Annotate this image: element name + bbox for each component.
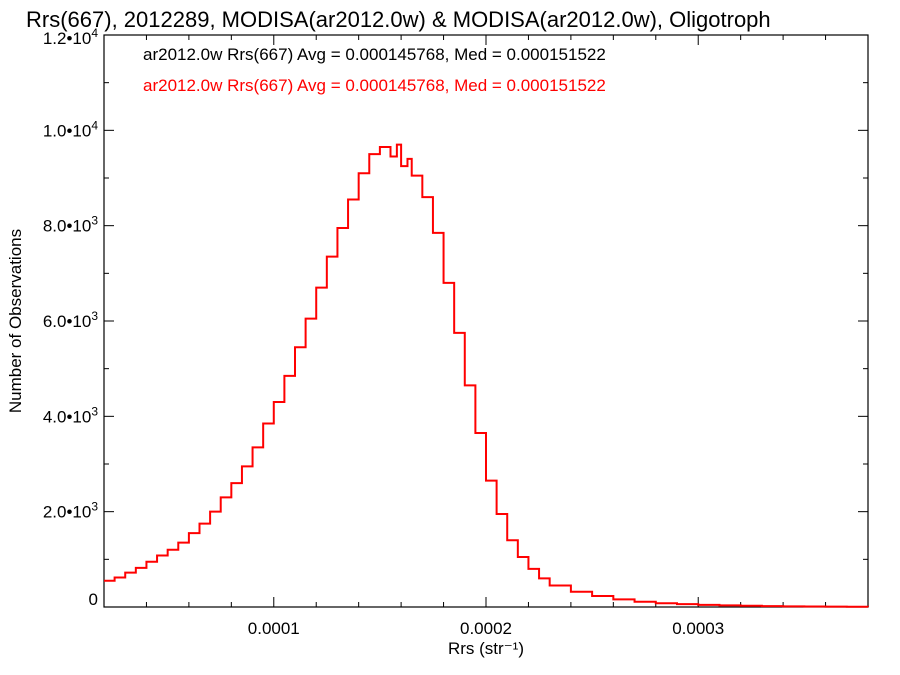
y-tick-mantissa: 0 xyxy=(89,590,98,609)
y-tick-label: 1.2•104 xyxy=(43,26,99,48)
y-tick-exponent: 3 xyxy=(91,309,98,323)
y-tick-exponent: 3 xyxy=(91,500,98,514)
axis-ticks xyxy=(104,35,868,607)
y-tick-label: 4.0•103 xyxy=(43,404,99,426)
y-axis-title: Number of Observations xyxy=(6,229,25,413)
y-tick-exponent: 3 xyxy=(91,214,98,228)
x-axis-title: Rrs (str⁻¹) xyxy=(448,639,524,658)
y-tick-exponent: 4 xyxy=(91,26,98,40)
x-tick-labels: 0.0001 0.0002 0.0003 xyxy=(248,619,724,638)
y-tick-label: 2.0•103 xyxy=(43,500,99,522)
chart-title: Rrs(667), 2012289, MODISA(ar2012.0w) & M… xyxy=(26,7,771,32)
y-tick-exponent: 3 xyxy=(91,404,98,418)
plot-frame xyxy=(103,34,869,608)
y-tick-exponent: 4 xyxy=(91,118,98,132)
y-tick-mantissa: 8.0•10 xyxy=(43,217,92,236)
x-tick-label: 0.0002 xyxy=(460,619,512,638)
x-tick-label: 0.0003 xyxy=(672,619,724,638)
legend-entry-1: ar2012.0w Rrs(667) Avg = 0.000145768, Me… xyxy=(143,45,606,64)
y-tick-mantissa: 2.0•10 xyxy=(43,503,92,522)
y-tick-mantissa: 4.0•10 xyxy=(43,407,92,426)
y-tick-labels: 02.0•1034.0•1036.0•1038.0•1031.0•1041.2•… xyxy=(43,26,99,609)
legend-entry-2: ar2012.0w Rrs(667) Avg = 0.000145768, Me… xyxy=(143,76,606,95)
y-tick-label: 6.0•103 xyxy=(43,309,99,331)
y-tick-label: 8.0•103 xyxy=(43,214,99,236)
y-tick-mantissa: 1.2•10 xyxy=(43,29,92,48)
y-tick-label: 0 xyxy=(89,590,98,609)
y-tick-mantissa: 1.0•10 xyxy=(43,121,92,140)
series-layer xyxy=(104,143,869,608)
histogram-series-line xyxy=(104,143,869,608)
y-tick-mantissa: 6.0•10 xyxy=(43,312,92,331)
y-tick-label: 1.0•104 xyxy=(43,118,99,140)
x-tick-label: 0.0001 xyxy=(248,619,300,638)
